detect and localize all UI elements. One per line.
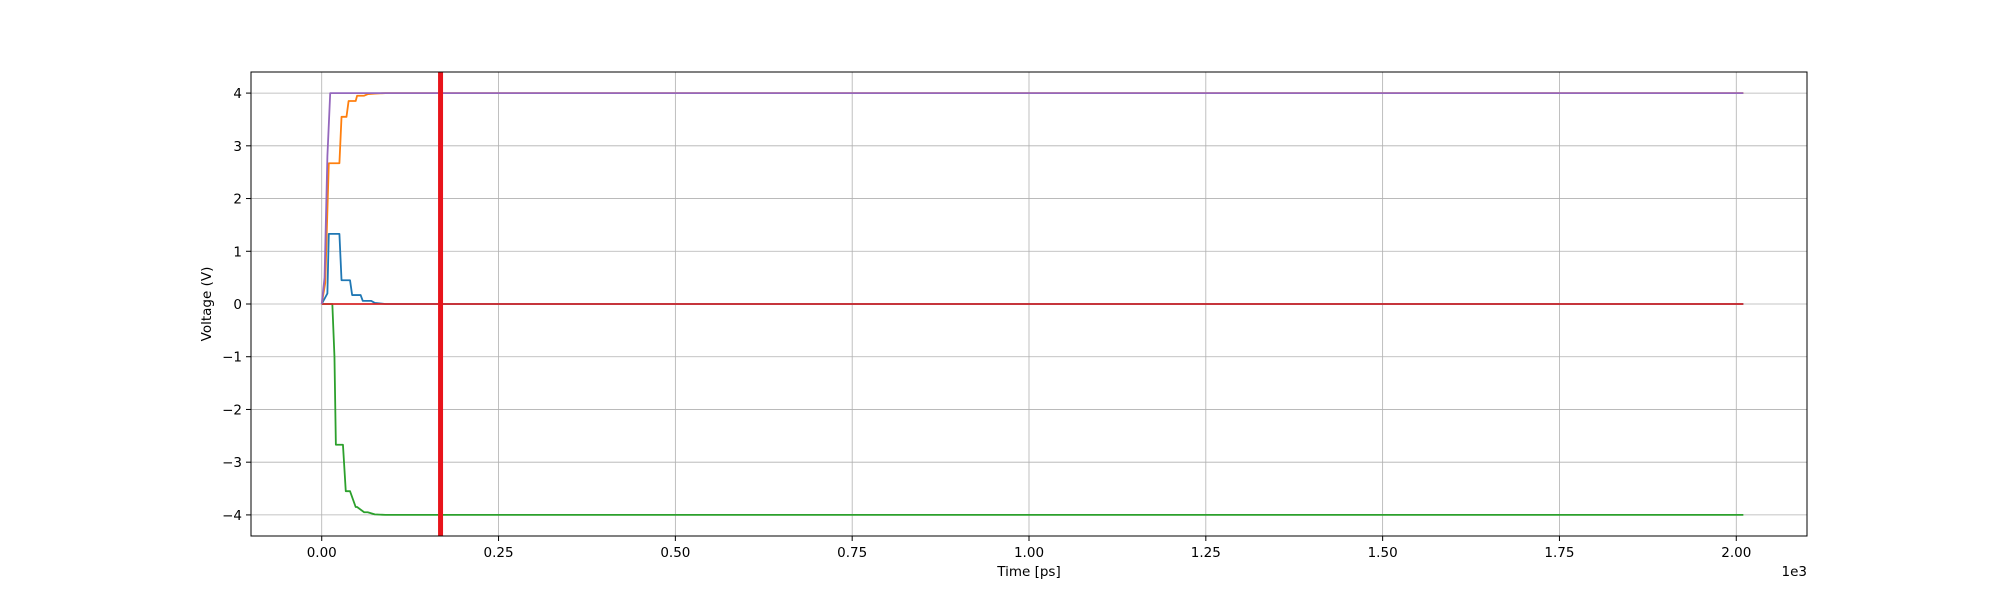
- y-tick-label: −1: [222, 350, 242, 366]
- x-axis-label: Time [ps]: [996, 564, 1060, 580]
- x-tick-label: 1.00: [1014, 545, 1044, 561]
- y-tick-label: 1: [233, 244, 242, 260]
- y-tick-label: −2: [222, 402, 242, 418]
- x-tick-label: 1.75: [1544, 545, 1574, 561]
- x-tick-label: 1.50: [1368, 545, 1398, 561]
- y-tick-label: 0: [233, 297, 242, 313]
- ticks: 0.00 0.25 0.50 0.75 1.00 1.25 1.50 1.75 2.00 −4 −3…: [222, 86, 1751, 561]
- y-tick-label: −4: [222, 508, 242, 524]
- x-tick-label: 0.50: [660, 545, 690, 561]
- series-line-3: [321, 303, 1744, 516]
- x-axis-offset-text: 1e3: [1782, 564, 1807, 580]
- x-tick-label: 2.00: [1721, 545, 1751, 561]
- y-tick-label: −3: [222, 455, 242, 471]
- x-tick-label: 0.75: [837, 545, 867, 561]
- y-axis-label: Voltage (V): [199, 267, 215, 342]
- y-tick-label: 3: [233, 139, 242, 155]
- series-line-1: [320, 232, 1744, 305]
- x-tick-label: 1.25: [1191, 545, 1221, 561]
- y-tick-label: 4: [233, 86, 242, 102]
- x-tick-label: 0.00: [307, 545, 337, 561]
- series-line-5: [320, 92, 1744, 305]
- x-tick-label: 0.25: [484, 545, 514, 561]
- series-layer: [320, 92, 1744, 516]
- y-tick-label: 2: [233, 192, 242, 208]
